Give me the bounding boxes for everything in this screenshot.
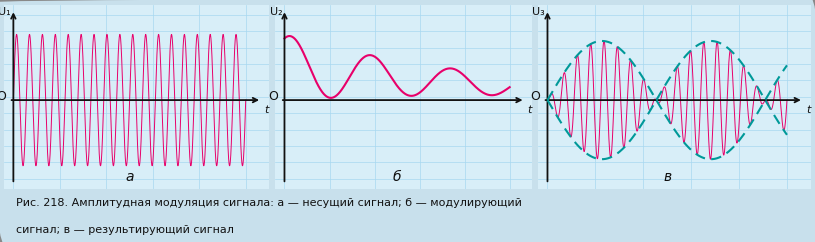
Text: O: O bbox=[531, 90, 540, 103]
Text: t: t bbox=[528, 105, 532, 115]
Text: t: t bbox=[806, 105, 811, 115]
Text: а: а bbox=[126, 170, 134, 184]
Text: U₁: U₁ bbox=[0, 7, 11, 17]
Text: в: в bbox=[663, 170, 672, 184]
Text: O: O bbox=[0, 90, 7, 103]
Text: U₃: U₃ bbox=[532, 7, 545, 17]
Text: O: O bbox=[268, 90, 278, 103]
Text: б: б bbox=[393, 170, 401, 184]
Text: t: t bbox=[264, 105, 269, 115]
Text: U₂: U₂ bbox=[270, 7, 282, 17]
Text: Рис. 218. Амплитудная модуляция сигнала: а — несущий сигнал; б — модулирующий: Рис. 218. Амплитудная модуляция сигнала:… bbox=[16, 198, 522, 208]
Text: сигнал; в — результирующий сигнал: сигнал; в — результирующий сигнал bbox=[16, 225, 234, 235]
